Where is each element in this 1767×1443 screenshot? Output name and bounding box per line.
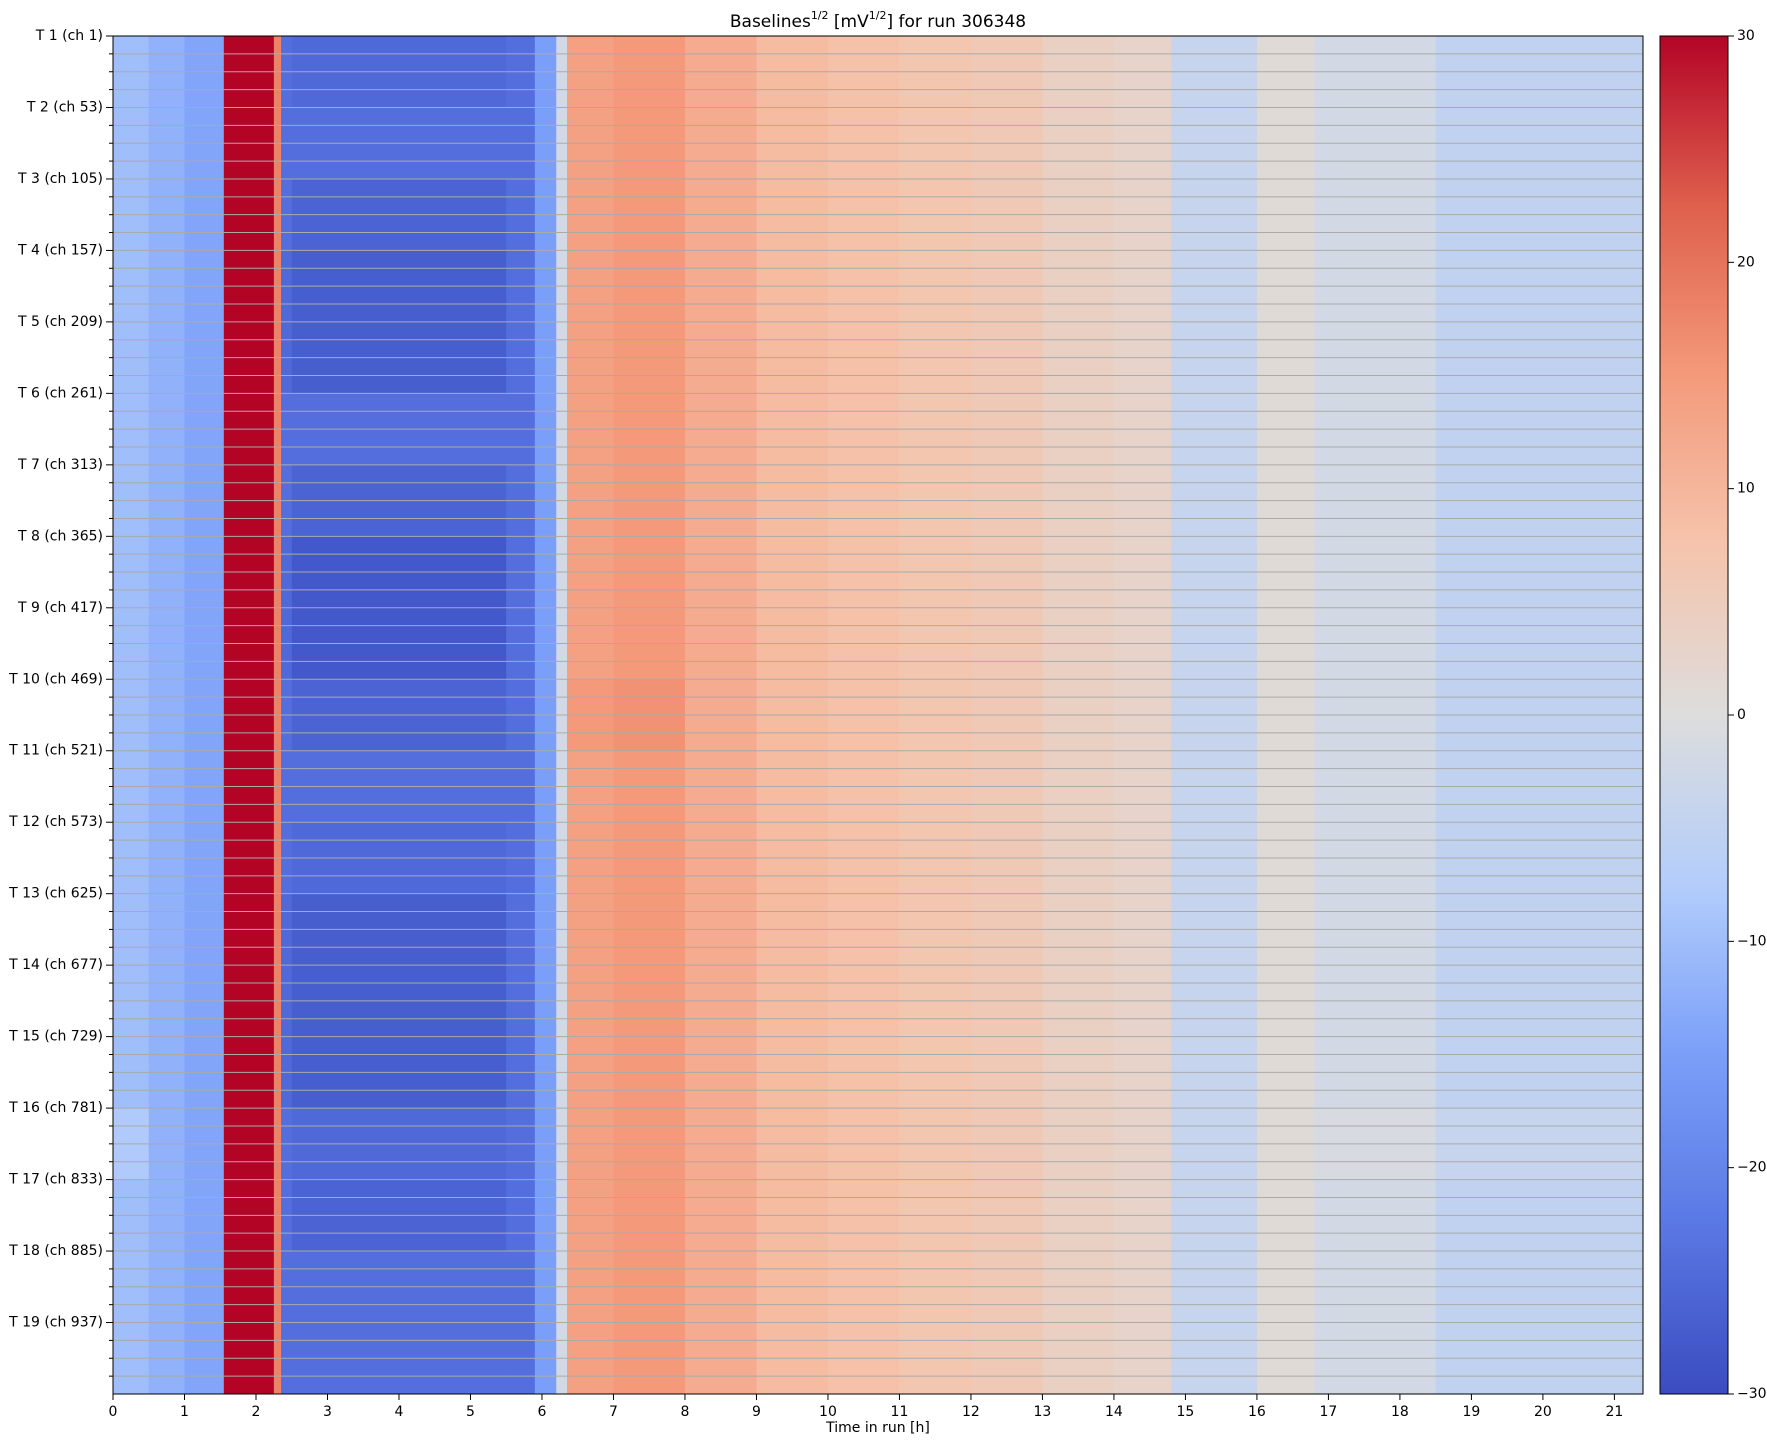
plot-frame xyxy=(112,35,1644,1395)
x-tick-label: 11 xyxy=(891,1404,909,1420)
x-tick-label: 9 xyxy=(752,1404,761,1420)
y-tick-label: T 10 (ch 469) xyxy=(8,671,103,687)
colorbar-tick-label: −20 xyxy=(1737,1160,1767,1176)
x-tick-label: 20 xyxy=(1534,1404,1552,1420)
colorbar-tick-label: 20 xyxy=(1737,254,1755,270)
y-tick-label: T 9 (ch 417) xyxy=(17,600,103,616)
x-tick-label: 15 xyxy=(1177,1404,1195,1420)
y-tick-label: T 4 (ch 157) xyxy=(17,242,103,258)
x-tick-label: 17 xyxy=(1320,1404,1338,1420)
x-axis-label: Time in run [h] xyxy=(825,1420,930,1436)
y-tick-label: T 6 (ch 261) xyxy=(17,385,103,401)
x-tick-label: 19 xyxy=(1462,1404,1480,1420)
y-tick-label: T 5 (ch 209) xyxy=(17,314,103,330)
title-part: Baselines xyxy=(730,12,811,32)
title-sup: 1/2 xyxy=(869,9,887,22)
x-tick-label: 8 xyxy=(681,1404,690,1420)
y-tick-label: T 17 (ch 833) xyxy=(8,1172,103,1188)
x-tick-label: 14 xyxy=(1105,1404,1123,1420)
colorbar-tick-label: 10 xyxy=(1737,481,1755,497)
y-tick-label: T 12 (ch 573) xyxy=(8,814,103,830)
colorbar-tick-label: 30 xyxy=(1737,28,1755,44)
x-tick-label: 16 xyxy=(1248,1404,1266,1420)
y-tick-label: T 15 (ch 729) xyxy=(8,1029,103,1045)
y-tick-label: T 14 (ch 677) xyxy=(8,957,103,973)
x-tick-label: 5 xyxy=(466,1404,475,1420)
x-tick-label: 1 xyxy=(180,1404,189,1420)
x-tick-label: 0 xyxy=(109,1404,118,1420)
title-part: ] for run 306348 xyxy=(886,12,1026,32)
y-tick-label: T 2 (ch 53) xyxy=(26,99,103,115)
title-sup: 1/2 xyxy=(811,9,829,22)
y-tick-label: T 7 (ch 313) xyxy=(17,457,103,473)
y-tick-label: T 8 (ch 365) xyxy=(17,528,103,544)
x-tick-label: 12 xyxy=(962,1404,980,1420)
colorbar xyxy=(1659,35,1729,1395)
y-tick-label: T 1 (ch 1) xyxy=(35,28,103,44)
x-tick-label: 10 xyxy=(819,1404,837,1420)
y-tick-label: T 11 (ch 521) xyxy=(8,743,103,759)
title-part: [mV xyxy=(829,12,870,32)
x-tick-label: 21 xyxy=(1605,1404,1623,1420)
x-tick-label: 2 xyxy=(252,1404,261,1420)
y-tick-label: T 3 (ch 105) xyxy=(17,171,103,187)
colorbar-tick-label: 0 xyxy=(1737,707,1746,723)
x-tick-label: 4 xyxy=(395,1404,404,1420)
chart-title: Baselines1/2 [mV1/2] for run 306348 xyxy=(730,9,1026,32)
x-tick-label: 7 xyxy=(609,1404,618,1420)
y-tick-label: T 18 (ch 885) xyxy=(8,1243,103,1259)
colorbar-tick-label: −30 xyxy=(1737,1386,1767,1402)
y-tick-label: T 16 (ch 781) xyxy=(8,1100,103,1116)
x-tick-label: 3 xyxy=(323,1404,332,1420)
y-tick-label: T 19 (ch 937) xyxy=(8,1315,103,1331)
colorbar-tick-label: −10 xyxy=(1737,933,1767,949)
x-tick-label: 13 xyxy=(1034,1404,1052,1420)
y-tick-label: T 13 (ch 625) xyxy=(8,886,103,902)
x-tick-label: 18 xyxy=(1391,1404,1409,1420)
x-tick-label: 6 xyxy=(538,1404,547,1420)
